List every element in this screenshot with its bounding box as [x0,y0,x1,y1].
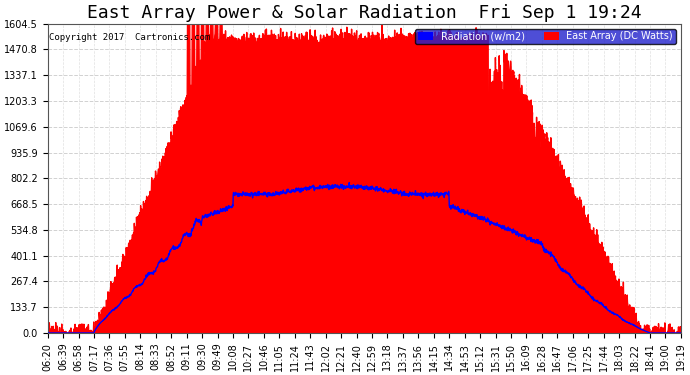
Title: East Array Power & Solar Radiation  Fri Sep 1 19:24: East Array Power & Solar Radiation Fri S… [87,4,642,22]
Legend: Radiation (w/m2), East Array (DC Watts): Radiation (w/m2), East Array (DC Watts) [415,28,676,44]
Text: Copyright 2017  Cartronics.com: Copyright 2017 Cartronics.com [49,33,210,42]
